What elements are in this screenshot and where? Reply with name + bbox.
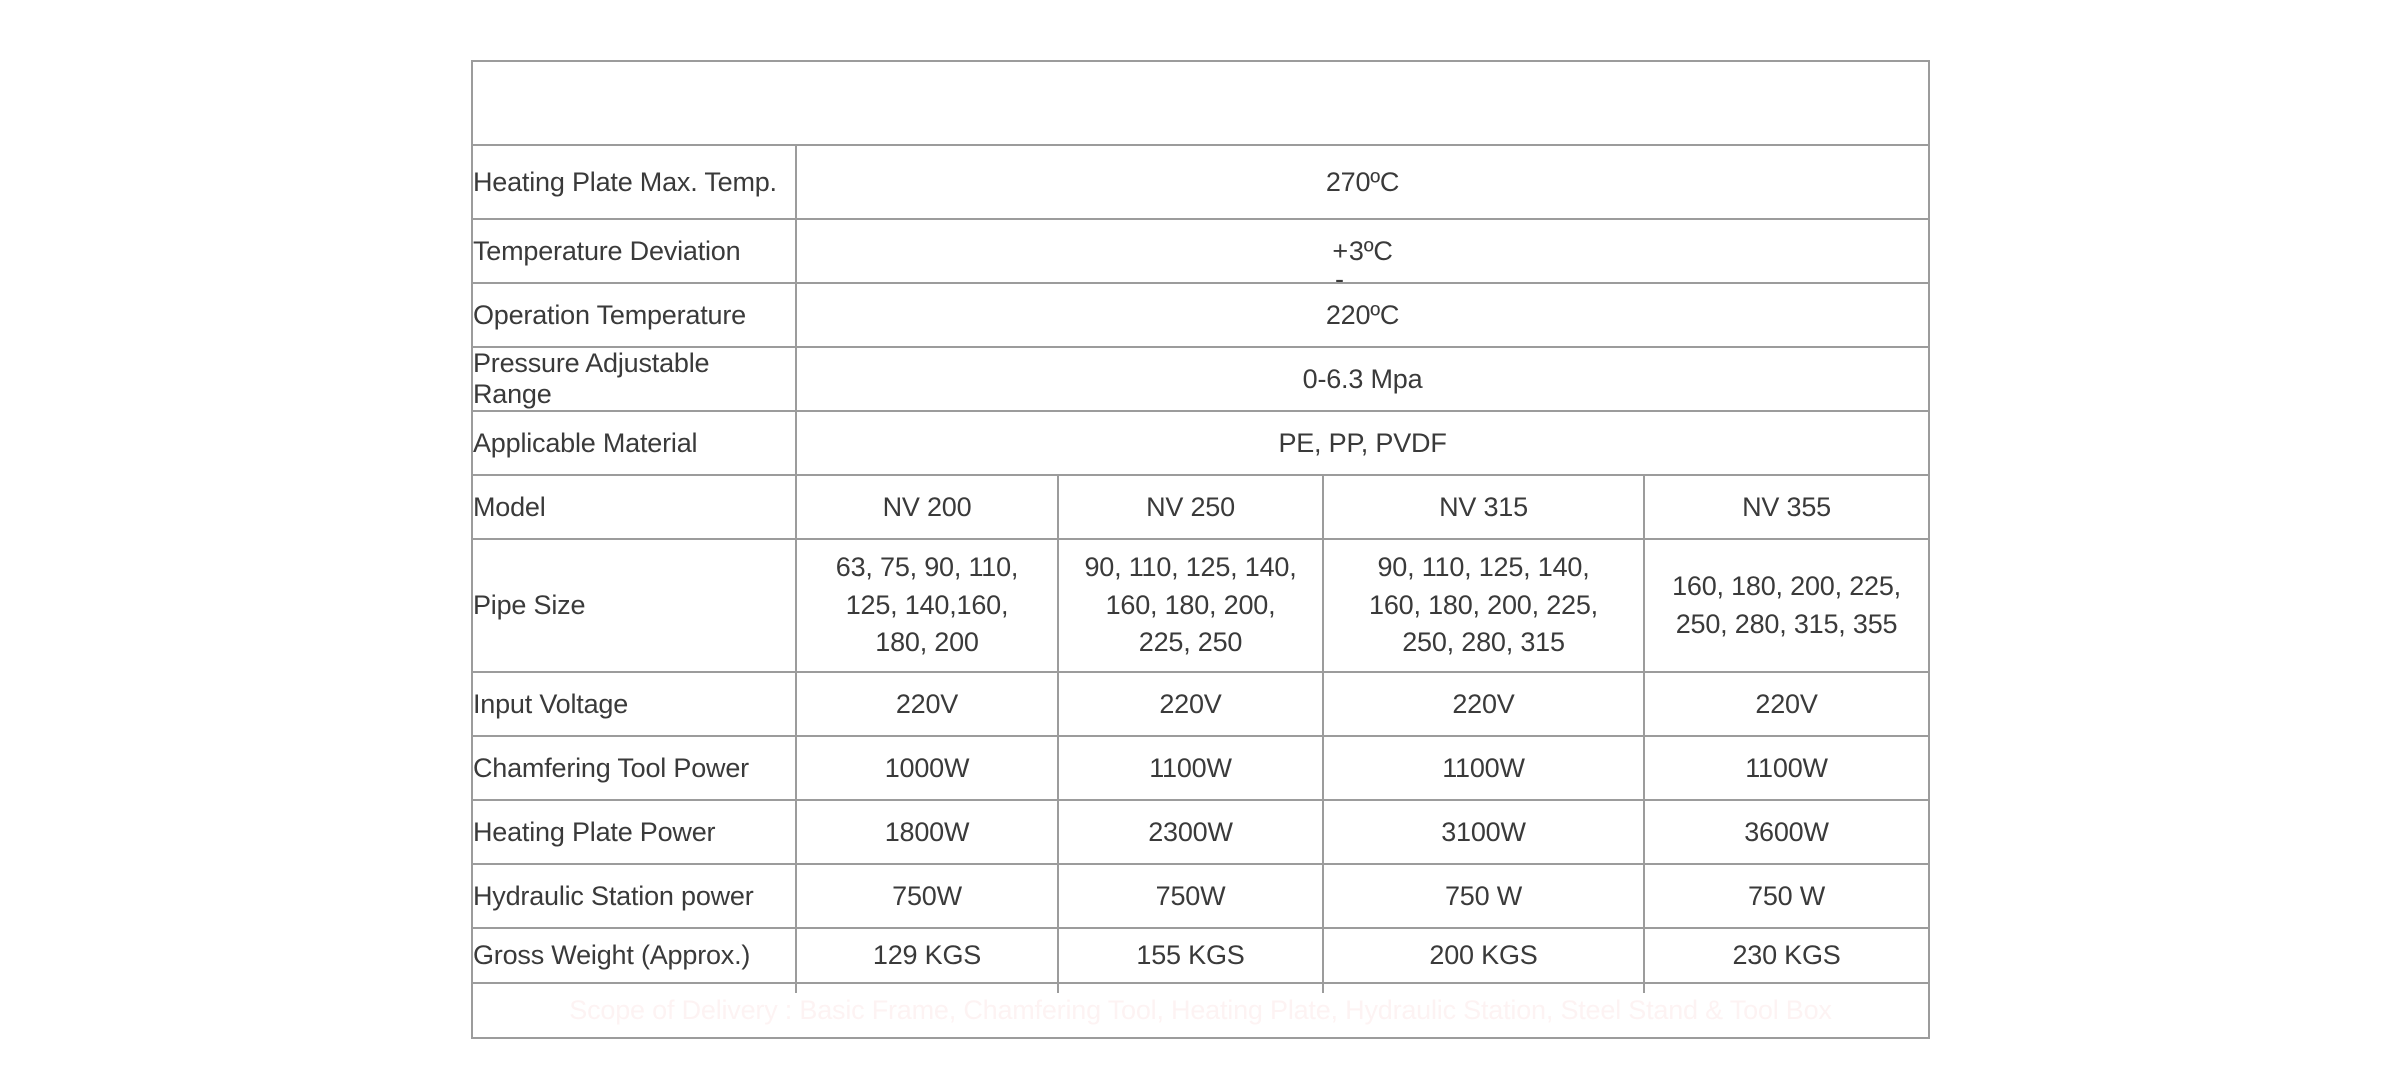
table-row: Pressure Adjustable Range 0-6.3 Mpa [471, 346, 1931, 412]
table-row: Temperature Deviation + -3ºC [471, 218, 1931, 284]
table-row: Operation Temperature 220ºC [471, 282, 1931, 348]
row-label-pipe-size: Pipe Size [471, 538, 797, 673]
row-value-pressure-adjustable-range: 0-6.3 Mpa [794, 346, 1931, 412]
heating-power-cell: 1800W [795, 799, 1059, 865]
table-row: Applicable Material PE, PP, PVDF [471, 410, 1931, 476]
heating-power-cell: 3100W [1322, 799, 1645, 865]
pipe-size-cell-nv315: 90, 110, 125, 140, 160, 180, 200, 225, 2… [1322, 538, 1645, 673]
heating-power-cell: 3600W [1642, 799, 1931, 865]
table-row-header: MODEL : NV 200 / NV 250 / NV 315 / NV 35… [470, 60, 1931, 146]
table-row: Hydraulic Station power 750W 750W 750 W … [471, 863, 1931, 929]
minus-sign: - [1334, 263, 1344, 283]
row-label-operation-temperature: Operation Temperature [471, 282, 797, 348]
plus-sign: + [1332, 235, 1348, 266]
chamfering-power-cell: 1000W [795, 735, 1059, 801]
table-row: Heating Plate Power 1800W 2300W 3100W 36… [471, 799, 1931, 865]
pipe-size-cell-nv355: 160, 180, 200, 225, 250, 280, 315, 355 [1642, 538, 1931, 673]
scope-of-delivery-banner: Scope of Delivery : Basic Frame, Chamfer… [470, 982, 1931, 1039]
row-label-hydraulic-station-power: Hydraulic Station power [471, 863, 797, 929]
chamfering-power-cell: 1100W [1642, 735, 1931, 801]
gross-weight-cell: 155 KGS [1057, 927, 1324, 984]
plus-minus-symbol: + - [1332, 235, 1348, 282]
row-value-operation-temperature: 220ºC [794, 282, 1931, 348]
table-row: Input Voltage 220V 220V 220V 220V [471, 671, 1931, 737]
row-label-chamfering-tool-power: Chamfering Tool Power [471, 735, 797, 801]
pipe-size-cell-nv200: 63, 75, 90, 110, 125, 140,160, 180, 200 [795, 538, 1059, 673]
input-voltage-cell: 220V [1322, 671, 1645, 737]
row-value-temperature-deviation: + -3ºC [794, 218, 1931, 284]
row-label-input-voltage: Input Voltage [471, 671, 797, 737]
row-label-gross-weight: Gross Weight (Approx.) [471, 927, 797, 984]
column-border-tick [1322, 984, 1324, 993]
input-voltage-cell: 220V [1642, 671, 1931, 737]
row-value-applicable-material: PE, PP, PVDF [794, 410, 1931, 476]
table-row-pipe-size: Pipe Size 63, 75, 90, 110, 125, 140,160,… [471, 538, 1931, 673]
hydraulic-power-cell: 750 W [1322, 863, 1645, 929]
model-cell-nv250: NV 250 [1057, 474, 1324, 540]
row-label-temperature-deviation: Temperature Deviation [471, 218, 797, 284]
table-row-model: Model NV 200 NV 250 NV 315 NV 355 [471, 474, 1931, 540]
model-cell-nv355: NV 355 [1642, 474, 1931, 540]
row-label-heating-plate-power: Heating Plate Power [471, 799, 797, 865]
model-cell-nv200: NV 200 [795, 474, 1059, 540]
chamfering-power-cell: 1100W [1322, 735, 1645, 801]
pipe-size-cell-nv250: 90, 110, 125, 140, 160, 180, 200, 225, 2… [1057, 538, 1324, 673]
input-voltage-cell: 220V [1057, 671, 1324, 737]
table-title: MODEL : NV 200 / NV 250 / NV 315 / NV 35… [470, 60, 1931, 146]
row-label-pressure-adjustable-range: Pressure Adjustable Range [471, 346, 797, 412]
spec-table: MODEL : NV 200 / NV 250 / NV 315 / NV 35… [470, 60, 1931, 1039]
hydraulic-power-cell: 750W [1057, 863, 1324, 929]
row-value-heating-plate-max-temp: 270ºC [794, 144, 1931, 220]
row-label-heating-plate-max-temp: Heating Plate Max. Temp. [471, 144, 797, 220]
input-voltage-cell: 220V [795, 671, 1059, 737]
hydraulic-power-cell: 750W [795, 863, 1059, 929]
chamfering-power-cell: 1100W [1057, 735, 1324, 801]
hydraulic-power-cell: 750 W [1642, 863, 1931, 929]
deviation-value: 3ºC [1348, 235, 1393, 266]
column-border-tick [1057, 984, 1059, 993]
column-border-tick [795, 984, 797, 993]
heating-power-cell: 2300W [1057, 799, 1324, 865]
row-label-model: Model [471, 474, 797, 540]
table-row: Chamfering Tool Power 1000W 1100W 1100W … [471, 735, 1931, 801]
table-row-footer: Scope of Delivery : Basic Frame, Chamfer… [470, 982, 1931, 1039]
column-border-tick [1643, 984, 1645, 993]
model-cell-nv315: NV 315 [1322, 474, 1645, 540]
table-row: Gross Weight (Approx.) 129 KGS 155 KGS 2… [471, 927, 1931, 984]
table-row: Heating Plate Max. Temp. 270ºC [471, 144, 1931, 220]
gross-weight-cell: 230 KGS [1642, 927, 1931, 984]
row-label-applicable-material: Applicable Material [471, 410, 797, 476]
gross-weight-cell: 129 KGS [795, 927, 1059, 984]
gross-weight-cell: 200 KGS [1322, 927, 1645, 984]
specification-table: MODEL : NV 200 / NV 250 / NV 315 / NV 35… [470, 60, 1931, 1039]
